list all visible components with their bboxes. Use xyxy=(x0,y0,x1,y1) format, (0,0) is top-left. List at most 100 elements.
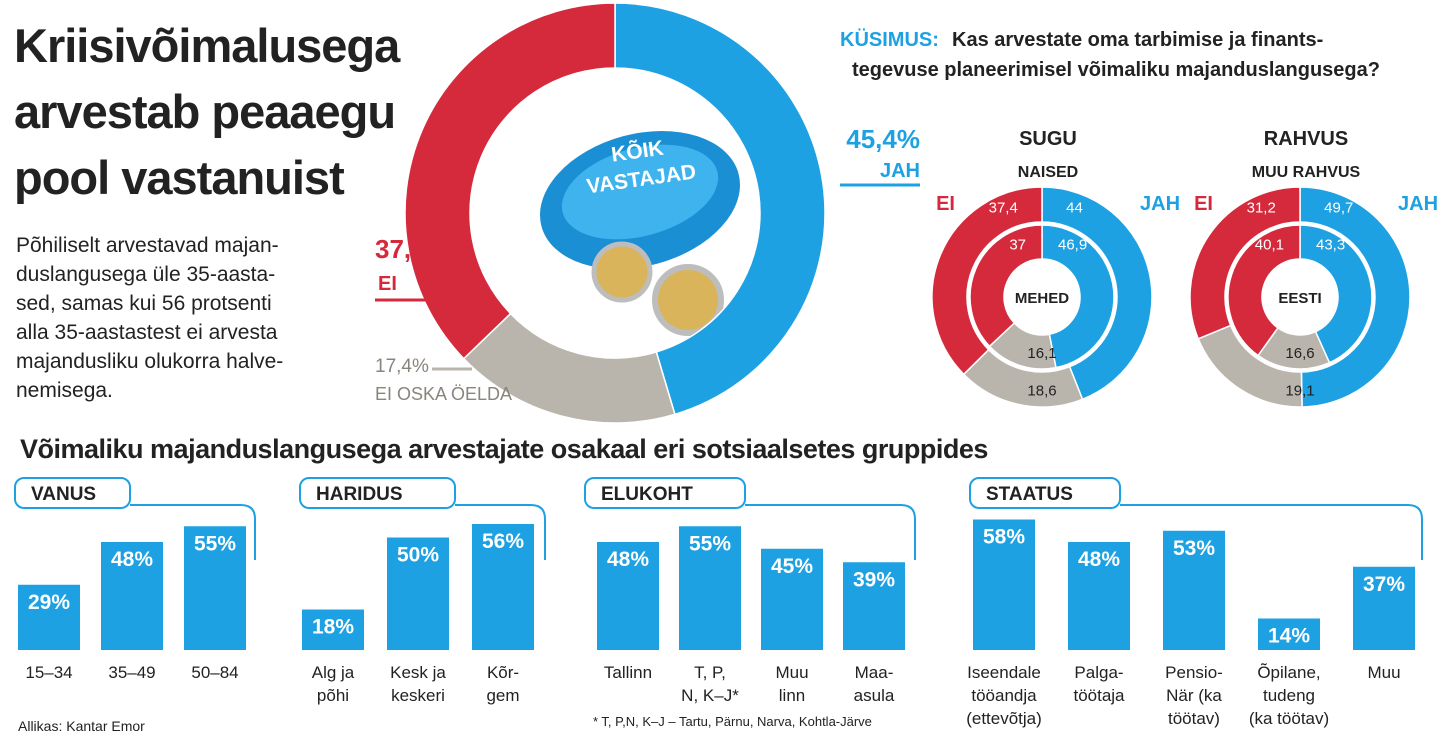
x-tick-label: asula xyxy=(854,686,895,705)
series-name: EESTI xyxy=(1278,290,1321,307)
value-label: 37% xyxy=(1363,573,1405,596)
x-tick-label: Muu xyxy=(1367,663,1400,682)
value-label: 55% xyxy=(194,532,236,555)
source: Allikas: Kantar Emor xyxy=(18,718,145,734)
group-tab xyxy=(969,477,1121,509)
body-text: Põhiliselt arvestavad majan- duslanguseg… xyxy=(16,234,283,402)
value-label: 48% xyxy=(1078,548,1120,571)
x-tick-label: Maa- xyxy=(855,663,894,682)
x-tick-label: Tallinn xyxy=(604,663,652,682)
value-label: 44 xyxy=(1066,200,1083,217)
category-label: EI xyxy=(936,193,955,215)
question-text: Kas arvestate oma tarbimise ja finants- xyxy=(952,29,1323,51)
x-tick-label: Pensio- xyxy=(1165,663,1223,682)
x-tick-label: töötaja xyxy=(1073,686,1125,705)
bar xyxy=(1258,618,1320,650)
donut-segment xyxy=(1227,224,1301,357)
x-tick-label: linn xyxy=(779,686,805,705)
value-label: 49,7 xyxy=(1324,200,1353,217)
donut-title: SUGU xyxy=(1019,128,1077,150)
x-tick-label: Kõr- xyxy=(487,663,519,682)
donut-segment xyxy=(969,224,1043,348)
x-tick-label: 50–84 xyxy=(191,663,238,682)
purse-highlight xyxy=(561,144,719,240)
group-frame xyxy=(745,504,916,560)
body-line: majandusliku olukorra halve- xyxy=(16,350,283,373)
category-label: JAH xyxy=(880,160,920,182)
bar xyxy=(1353,566,1415,650)
title-line: pool vastanuist xyxy=(14,151,345,204)
body-line: Põhiliselt arvestavad majan- xyxy=(16,234,279,257)
coin xyxy=(652,264,724,336)
question-text: tegevuse planeerimisel võimaliku majandu… xyxy=(852,59,1380,81)
donut-segment xyxy=(1189,186,1301,340)
value-label: 46,9 xyxy=(1058,236,1087,253)
value-label: 45,4% xyxy=(846,124,920,154)
group-frame xyxy=(1120,504,1423,560)
body-line: nemisega. xyxy=(16,379,113,402)
body-line: alla 35-aastastest ei arvesta xyxy=(16,321,278,344)
group-title: HARIDUS xyxy=(316,484,403,505)
section-title: Võimaliku majanduslangusega arvestajate … xyxy=(20,434,988,464)
value-label: 17,4% xyxy=(375,356,429,377)
x-tick-label: 15–34 xyxy=(25,663,72,682)
category-label: EI OSKA ÖELDA xyxy=(375,384,512,404)
value-label: 31,2 xyxy=(1247,200,1276,217)
group-title: STAATUS xyxy=(986,484,1073,505)
bar xyxy=(101,542,163,650)
x-tick-label: tööandja xyxy=(971,686,1037,705)
bar xyxy=(18,584,80,650)
group-tab xyxy=(584,477,746,509)
x-tick-label: põhi xyxy=(317,686,349,705)
x-tick-label: Palga- xyxy=(1074,663,1123,682)
x-tick-label: 35–49 xyxy=(108,663,155,682)
donut-title: RAHVUS xyxy=(1264,128,1348,150)
x-tick-label: När (ka xyxy=(1166,686,1222,705)
donut-segment xyxy=(1041,224,1115,369)
x-tick-label: Iseendale xyxy=(967,663,1041,682)
bar xyxy=(1163,530,1225,650)
series-name: MUU RAHVUS xyxy=(1252,164,1361,181)
value-label: 56% xyxy=(482,530,524,553)
value-label: 37,2% xyxy=(375,234,449,264)
x-tick-label: (ka töötav) xyxy=(1249,709,1329,728)
question-label: KÜSIMUS: xyxy=(840,28,939,51)
x-tick-label: töötav) xyxy=(1168,709,1220,728)
category-label: EI xyxy=(1194,193,1213,215)
x-tick-label: keskeri xyxy=(391,686,445,705)
x-tick-label: Muu xyxy=(775,663,808,682)
group-frame xyxy=(130,504,256,560)
bar xyxy=(679,526,741,650)
value-label: 16,1 xyxy=(1027,345,1056,362)
group-tab xyxy=(299,477,456,509)
x-tick-label: Õpilane, xyxy=(1257,663,1320,682)
donut-segment xyxy=(1299,186,1411,408)
purse-illustration xyxy=(540,130,740,336)
series-name: NAISED xyxy=(1018,164,1078,181)
bar xyxy=(973,519,1035,650)
value-label: 37 xyxy=(1009,236,1026,253)
donut-segment xyxy=(1299,224,1373,364)
group-frame xyxy=(455,504,546,560)
bar xyxy=(184,526,246,650)
x-tick-label: (ettevõtja) xyxy=(966,709,1042,728)
value-label: 39% xyxy=(853,568,895,591)
donut-segment xyxy=(462,312,676,424)
footnote: * T, P,N, K–J – Tartu, Pärnu, Narva, Koh… xyxy=(593,714,872,729)
bar xyxy=(302,609,364,650)
bar xyxy=(472,524,534,650)
value-label: 48% xyxy=(111,548,153,571)
bar xyxy=(843,562,905,650)
bar xyxy=(1068,542,1130,650)
value-label: 16,6 xyxy=(1285,345,1314,362)
value-label: 37,4 xyxy=(989,200,1018,217)
value-label: 43,3 xyxy=(1316,236,1345,253)
value-label: 18% xyxy=(312,616,354,639)
value-label: 14% xyxy=(1268,625,1310,648)
x-tick-label: Alg ja xyxy=(312,663,355,682)
value-label: 58% xyxy=(983,526,1025,549)
value-label: 19,1 xyxy=(1285,383,1314,400)
value-label: 50% xyxy=(397,544,439,567)
x-tick-label: T, P, xyxy=(694,663,726,682)
